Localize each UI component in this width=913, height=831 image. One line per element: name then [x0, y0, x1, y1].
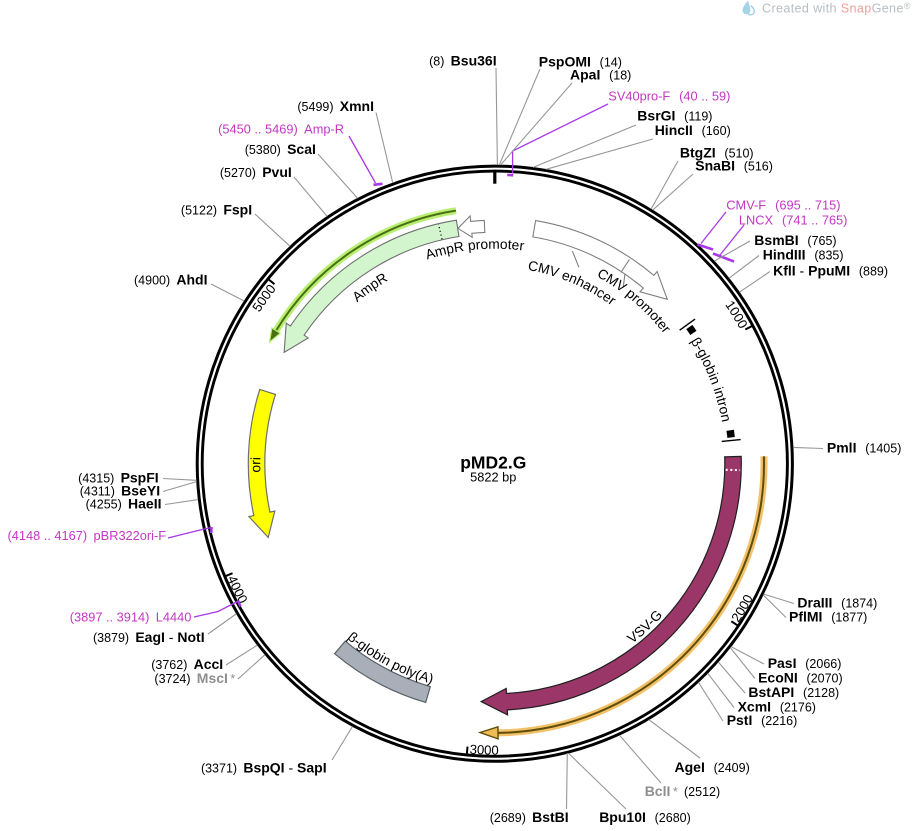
svg-text:PflMI (1877): PflMI (1877) [789, 609, 867, 625]
svg-text:(3879) EagI - NotI: (3879) EagI - NotI [93, 629, 205, 645]
svg-text:SnaBI (516): SnaBI (516) [695, 158, 773, 174]
svg-text:(3897 .. 3914) L4440: (3897 .. 3914) L4440 [70, 610, 192, 625]
svg-text:(4900) AhdI: (4900) AhdI [134, 272, 208, 288]
svg-text:(3762) AccI: (3762) AccI [151, 656, 223, 672]
svg-text:(5380) ScaI: (5380) ScaI [245, 141, 316, 157]
svg-text:LNCX (741 .. 765): LNCX (741 .. 765) [739, 213, 848, 228]
svg-text:CMV-F (695 .. 715): CMV-F (695 .. 715) [726, 198, 840, 213]
svg-text:(3371) BspQI - SapI: (3371) BspQI - SapI [201, 760, 327, 776]
svg-text:(5122) FspI: (5122) FspI [181, 202, 252, 218]
svg-text:PmlI (1405): PmlI (1405) [827, 440, 901, 456]
svg-text:ApaI (18): ApaI (18) [570, 67, 631, 83]
svg-text:BclI * (2512): BclI * (2512) [645, 783, 720, 799]
svg-text:(5450 .. 5469) Amp-R: (5450 .. 5469) Amp-R [218, 122, 344, 137]
svg-text:5822 bp: 5822 bp [470, 470, 516, 485]
svg-text:(4315) PspFI: (4315) PspFI [78, 470, 159, 486]
svg-text:(8) Bsu36I: (8) Bsu36I [429, 53, 496, 69]
svg-text:(5270) PvuI: (5270) PvuI [220, 164, 292, 180]
svg-text:3000: 3000 [469, 742, 499, 758]
svg-text:KflI - PpuMI (889): KflI - PpuMI (889) [773, 263, 888, 279]
svg-text:(3724) MscI *: (3724) MscI * [154, 670, 235, 686]
svg-text:HindIII (835): HindIII (835) [763, 247, 844, 263]
svg-text:(4148 .. 4167) pBR322ori-F: (4148 .. 4167) pBR322ori-F [7, 528, 166, 543]
svg-text:PstI (2216): PstI (2216) [727, 712, 798, 728]
svg-text:HincII (160): HincII (160) [655, 122, 731, 138]
svg-text:SV40pro-F (40 .. 59): SV40pro-F (40 .. 59) [608, 89, 730, 104]
svg-text:Created with SnapGene®: Created with SnapGene® [762, 1, 911, 16]
svg-text:Bpu10I (2680): Bpu10I (2680) [599, 809, 691, 825]
svg-text:(2689) BstBI: (2689) BstBI [490, 809, 569, 825]
svg-text:AgeI (2409): AgeI (2409) [675, 759, 750, 775]
svg-text:(5499) XmnI: (5499) XmnI [297, 98, 374, 114]
